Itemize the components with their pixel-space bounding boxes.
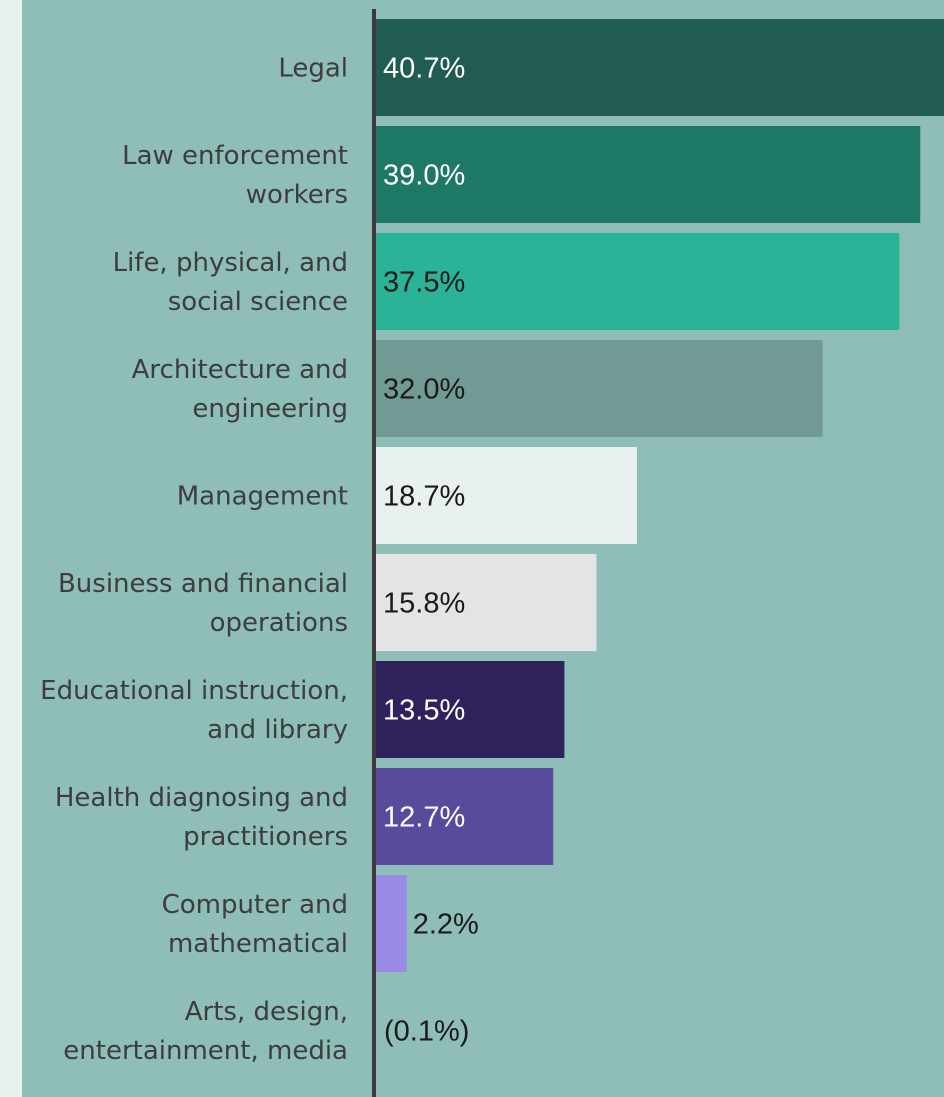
bar-group: Life, physical, and social science 37.5% <box>113 233 900 330</box>
bar <box>376 126 921 223</box>
bar <box>376 554 597 651</box>
category-label: Management <box>177 482 348 512</box>
value-label: 15.8% <box>383 588 465 620</box>
value-label: 2.2% <box>413 909 479 941</box>
bar <box>376 340 823 437</box>
value-label: 37.5% <box>383 267 465 299</box>
category-label: Law enforcement <box>122 141 348 171</box>
category-label: social science <box>168 287 348 317</box>
category-label: Health diagnosing and <box>55 783 348 813</box>
bar-group: Health diagnosing and practitioners 12.7% <box>55 768 554 865</box>
value-label: 12.7% <box>383 802 465 834</box>
value-label: (0.1%) <box>384 1016 469 1048</box>
bar-group: Business and financial operations 15.8% <box>58 554 597 651</box>
bar-group: Architecture and engineering 32.0% <box>132 340 823 437</box>
category-label: entertainment, media <box>63 1036 348 1066</box>
value-label: 32.0% <box>383 374 465 406</box>
bar-group: Legal 40.7% <box>278 19 944 116</box>
value-label: 40.7% <box>383 53 465 85</box>
category-label: Business and financial <box>58 569 348 599</box>
bar-group: Management 18.7% <box>177 447 637 544</box>
category-label: Computer and <box>162 890 348 920</box>
category-label: operations <box>210 608 348 638</box>
category-label: workers <box>246 180 348 210</box>
category-label: Educational instruction, <box>40 676 348 706</box>
value-label: 18.7% <box>383 481 465 513</box>
bar-group: Law enforcement workers 39.0% <box>122 126 921 223</box>
bar-chart: Legal 40.7% Law enforcement workers 39.0% Lif… <box>40 9 944 1097</box>
category-label: mathematical <box>168 929 348 959</box>
category-label: engineering <box>192 394 348 424</box>
bar <box>376 661 565 758</box>
bar-group: Arts, design, entertainment, media (0.1%) <box>63 982 469 1079</box>
value-label: 39.0% <box>383 160 465 192</box>
category-label: Life, physical, and <box>113 248 348 278</box>
bar <box>376 768 554 865</box>
chart-panel: Legal 40.7% Law enforcement workers 39.0% Lif… <box>22 0 944 1097</box>
bar <box>376 233 900 330</box>
category-label: and library <box>207 715 348 745</box>
category-label: Arts, design, <box>185 997 348 1027</box>
zero-axis-line <box>372 9 376 1097</box>
bar <box>376 447 637 544</box>
bar-group: Computer and mathematical 2.2% <box>162 875 479 972</box>
bar-group: Educational instruction, and library 13.5% <box>40 661 565 758</box>
category-label: Architecture and <box>132 355 348 385</box>
category-label: practitioners <box>183 822 348 852</box>
category-label: Legal <box>278 54 348 84</box>
bar <box>376 875 407 972</box>
value-label: 13.5% <box>383 695 465 727</box>
bar <box>376 19 944 116</box>
